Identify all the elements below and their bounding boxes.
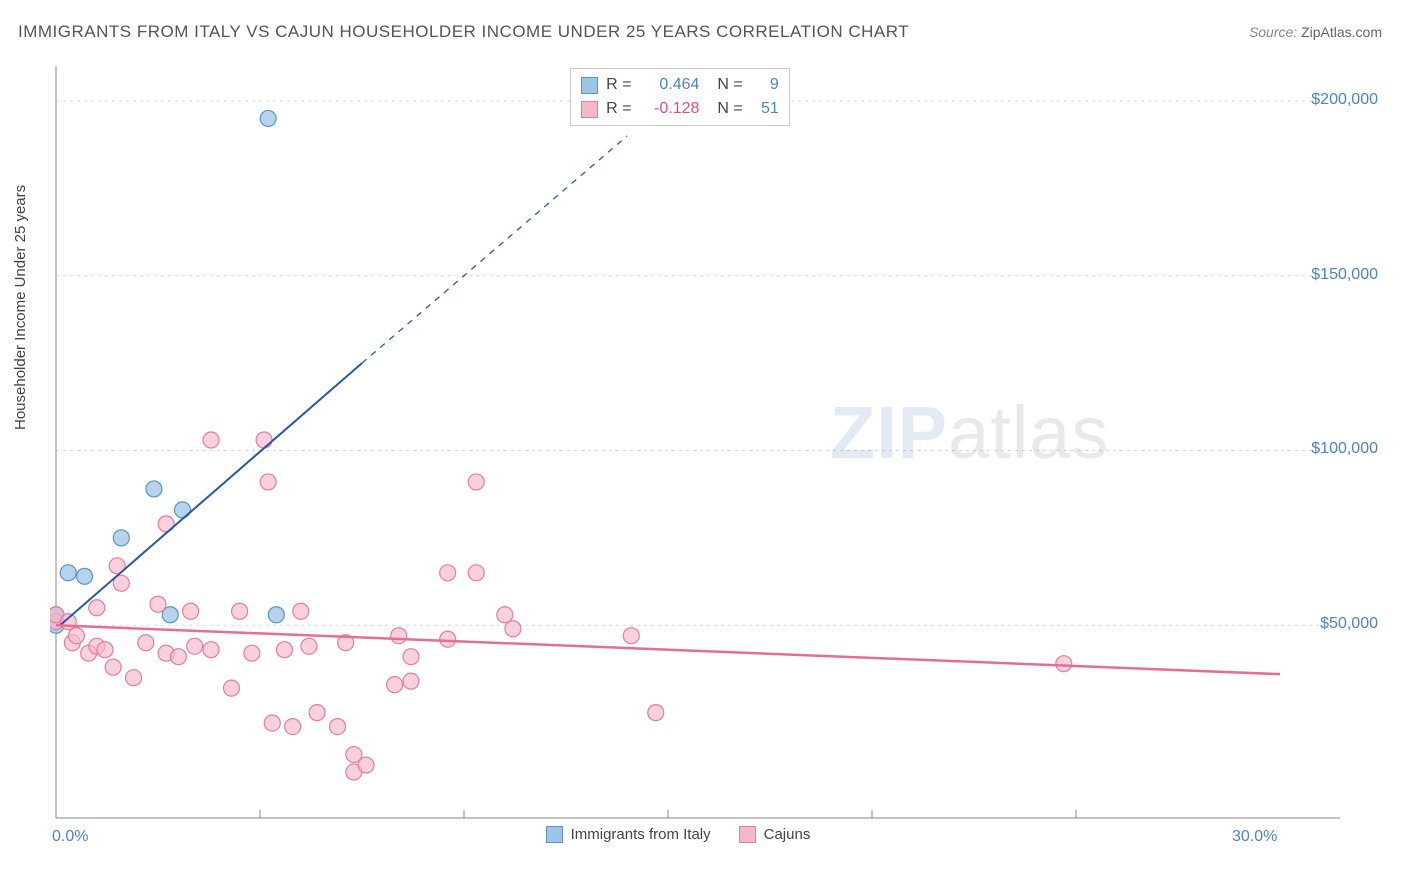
data-point <box>309 705 325 721</box>
data-point <box>89 600 105 616</box>
correlation-legend-row: R = -0.128 N = 51 <box>581 97 779 121</box>
legend-label: Immigrants from Italy <box>571 826 711 843</box>
y-tick-label: $200,000 <box>1288 91 1378 109</box>
trend-line-extrapolated <box>362 136 627 363</box>
trend-line <box>56 625 1280 674</box>
chart-area <box>50 60 1380 820</box>
data-point <box>264 715 280 731</box>
data-point <box>174 502 190 518</box>
y-axis-label: Householder Income Under 25 years <box>12 185 29 430</box>
data-point <box>223 680 239 696</box>
data-point <box>203 642 219 658</box>
data-point <box>440 631 456 647</box>
y-tick-label: $50,000 <box>1288 615 1378 633</box>
data-point <box>1056 656 1072 672</box>
source-attribution: Source: ZipAtlas.com <box>1249 24 1382 40</box>
data-point <box>468 565 484 581</box>
data-point <box>68 628 84 644</box>
source-label: Source: <box>1249 24 1297 40</box>
y-tick-label: $100,000 <box>1288 440 1378 458</box>
chart-title: IMMIGRANTS FROM ITALY VS CAJUN HOUSEHOLD… <box>18 22 909 42</box>
data-point <box>403 649 419 665</box>
data-point <box>276 642 292 658</box>
series-legend: Immigrants from Italy Cajuns <box>546 826 811 843</box>
legend-swatch <box>739 826 756 843</box>
x-tick-label: 30.0% <box>1232 828 1277 846</box>
data-point <box>260 110 276 126</box>
legend-swatch <box>581 101 598 118</box>
data-point <box>623 628 639 644</box>
data-point <box>648 705 664 721</box>
r-label: R = <box>606 73 631 97</box>
data-point <box>113 530 129 546</box>
data-point <box>440 565 456 581</box>
data-point <box>260 474 276 490</box>
data-point <box>183 603 199 619</box>
data-point <box>232 603 248 619</box>
data-point <box>387 677 403 693</box>
n-value: 51 <box>751 97 779 121</box>
x-tick-label: 0.0% <box>52 828 88 846</box>
data-point <box>170 649 186 665</box>
n-label: N = <box>717 73 742 97</box>
data-point <box>105 659 121 675</box>
data-point <box>187 638 203 654</box>
n-label: N = <box>717 97 742 121</box>
data-point <box>403 673 419 689</box>
data-point <box>268 607 284 623</box>
r-value: 0.464 <box>639 73 699 97</box>
data-point <box>293 603 309 619</box>
data-point <box>497 607 513 623</box>
data-point <box>146 481 162 497</box>
legend-swatch <box>581 77 598 94</box>
scatter-plot-svg <box>50 60 1380 850</box>
data-point <box>97 642 113 658</box>
data-point <box>358 757 374 773</box>
correlation-legend: R = 0.464 N = 9 R = -0.128 N = 51 <box>570 68 790 126</box>
data-point <box>138 635 154 651</box>
data-point <box>203 432 219 448</box>
data-point <box>505 621 521 637</box>
data-point <box>468 474 484 490</box>
n-value: 9 <box>751 73 779 97</box>
correlation-legend-row: R = 0.464 N = 9 <box>581 73 779 97</box>
data-point <box>285 719 301 735</box>
data-point <box>60 565 76 581</box>
y-tick-label: $150,000 <box>1288 266 1378 284</box>
data-point <box>391 628 407 644</box>
source-value: ZipAtlas.com <box>1301 24 1382 40</box>
r-value: -0.128 <box>639 97 699 121</box>
data-point <box>150 596 166 612</box>
legend-swatch <box>546 826 563 843</box>
data-point <box>256 432 272 448</box>
data-point <box>330 719 346 735</box>
legend-label: Cajuns <box>764 826 811 843</box>
legend-item: Cajuns <box>739 826 811 843</box>
data-point <box>126 670 142 686</box>
data-point <box>77 568 93 584</box>
data-point <box>301 638 317 654</box>
trend-line <box>60 363 362 625</box>
legend-item: Immigrants from Italy <box>546 826 711 843</box>
data-point <box>244 645 260 661</box>
r-label: R = <box>606 97 631 121</box>
